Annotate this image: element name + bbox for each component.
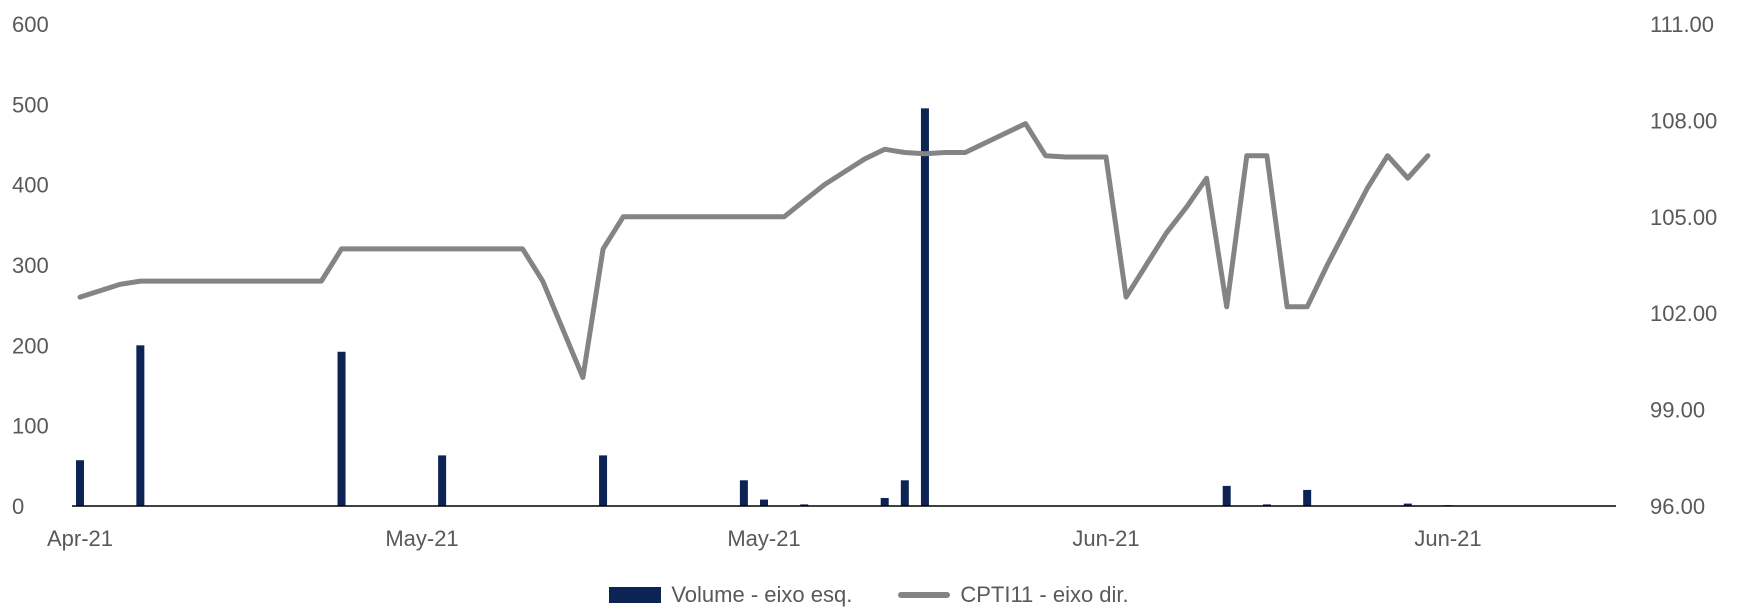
right-tick-label: 96.00 bbox=[1650, 494, 1705, 519]
right-axis: 96.00 99.00 102.00 105.00 108.00 111.00 bbox=[1650, 12, 1717, 519]
volume-bar bbox=[1262, 504, 1271, 506]
left-tick-label: 500 bbox=[12, 92, 49, 117]
right-tick-label: 111.00 bbox=[1650, 12, 1714, 37]
price-line bbox=[77, 121, 1431, 380]
legend-label-price: CPTI11 - eixo dir. bbox=[960, 582, 1129, 607]
legend-label-volume: Volume - eixo esq. bbox=[671, 582, 853, 607]
legend-item-price: CPTI11 - eixo dir. bbox=[898, 582, 1129, 608]
legend-item-volume: Volume - eixo esq. bbox=[609, 582, 852, 608]
legend: Volume - eixo esq. CPTI11 - eixo dir. bbox=[0, 582, 1738, 608]
legend-swatch-volume bbox=[609, 587, 662, 603]
x-axis: Apr-21 May-21 May-21 Jun-21 Jun-21 bbox=[47, 526, 1482, 551]
volume-bar bbox=[438, 455, 447, 506]
x-tick-label: Jun-21 bbox=[1414, 526, 1481, 551]
left-axis: 0 100 200 300 400 500 600 bbox=[12, 12, 49, 519]
x-tick-label: May-21 bbox=[385, 526, 458, 551]
volume-bar bbox=[1403, 503, 1412, 506]
volume-bar bbox=[920, 108, 929, 506]
volume-bar bbox=[760, 499, 768, 506]
x-tick-label: May-21 bbox=[727, 526, 800, 551]
right-tick-label: 102.00 bbox=[1650, 301, 1717, 326]
right-tick-label: 108.00 bbox=[1650, 108, 1717, 133]
legend-swatch-price bbox=[898, 592, 951, 598]
right-tick-label: 105.00 bbox=[1650, 205, 1717, 230]
volume-bar bbox=[800, 504, 809, 506]
combo-chart: 0 100 200 300 400 500 600 96.00 99.00 102.00 105.… bbox=[12, 12, 1717, 551]
volume-bar bbox=[76, 460, 84, 506]
volume-bar bbox=[337, 351, 346, 506]
volume-bar bbox=[1303, 489, 1312, 506]
volume-bar bbox=[739, 480, 748, 506]
left-tick-label: 400 bbox=[12, 173, 49, 198]
volume-bar bbox=[900, 480, 909, 506]
right-tick-label: 99.00 bbox=[1650, 398, 1705, 423]
left-tick-label: 100 bbox=[12, 414, 49, 439]
left-tick-label: 200 bbox=[12, 333, 49, 358]
left-tick-label: 600 bbox=[12, 12, 49, 37]
volume-bar bbox=[880, 497, 889, 506]
volume-bar bbox=[1222, 485, 1231, 506]
x-tick-label: Apr-21 bbox=[47, 526, 113, 551]
x-tick-label: Jun-21 bbox=[1072, 526, 1139, 551]
left-tick-label: 0 bbox=[12, 494, 24, 519]
volume-bar bbox=[599, 455, 608, 506]
volume-bar bbox=[136, 345, 145, 506]
left-tick-label: 300 bbox=[12, 253, 49, 278]
